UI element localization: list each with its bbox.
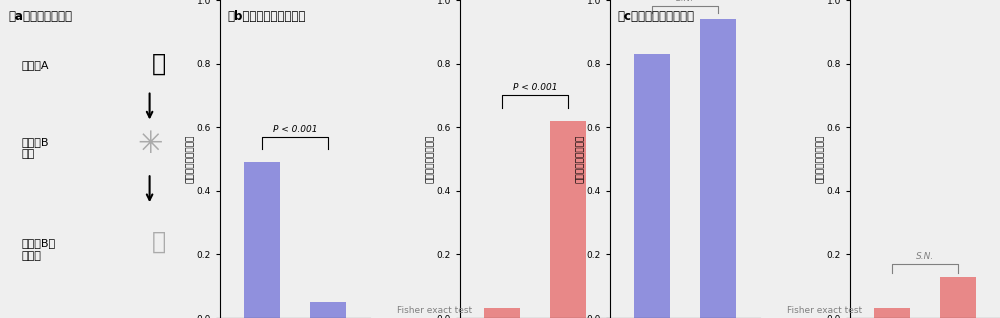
Bar: [484, 308, 520, 318]
Text: タスクB
経験: タスクB 経験: [22, 137, 50, 159]
Y-axis label: 内役を選択した割合: 内役を選択した割合: [576, 135, 585, 183]
Text: 🐜: 🐜: [151, 230, 165, 254]
Text: ✳: ✳: [137, 130, 162, 159]
Bar: [634, 54, 670, 318]
Text: タスクBへ
　移行: タスクBへ 移行: [22, 238, 56, 261]
Text: S.N.: S.N.: [676, 0, 694, 3]
Text: 【a】モデルの予測: 【a】モデルの予測: [9, 10, 73, 23]
Text: Fisher exact test: Fisher exact test: [397, 306, 472, 315]
Text: タスクA: タスクA: [22, 60, 50, 70]
Y-axis label: 内役を選択した割合: 内役を選択した割合: [186, 135, 195, 183]
Bar: [874, 308, 910, 318]
Text: 【c】元のタスクが内役: 【c】元のタスクが内役: [618, 10, 695, 23]
Y-axis label: 外役を選択した割合: 外役を選択した割合: [426, 135, 435, 183]
Bar: [940, 277, 976, 318]
Text: P < 0.001: P < 0.001: [273, 125, 317, 134]
Text: P < 0.001: P < 0.001: [513, 83, 557, 92]
Text: 【b】元のタスクが外役: 【b】元のタスクが外役: [228, 10, 306, 23]
Text: Fisher exact test: Fisher exact test: [787, 306, 862, 315]
Text: 🐜: 🐜: [151, 52, 165, 76]
Y-axis label: 外役を選択した割合: 外役を選択した割合: [816, 135, 825, 183]
Bar: [700, 19, 736, 318]
Text: S.N.: S.N.: [916, 252, 934, 261]
Bar: [310, 302, 346, 318]
Bar: [550, 121, 586, 318]
Bar: [244, 162, 280, 318]
